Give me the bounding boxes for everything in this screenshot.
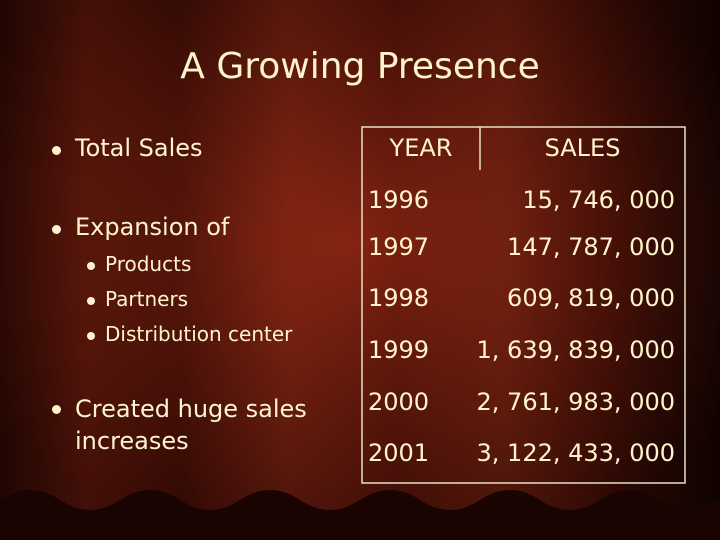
table-cell: 1999 (368, 336, 430, 364)
bullet-text: Created huge sales increases (75, 395, 307, 455)
table-cell: 2, 761, 983, 000 (476, 388, 675, 416)
sub-bullet-dot (87, 297, 95, 305)
bullet-dot (52, 225, 61, 234)
bullet-dot (52, 146, 61, 155)
table-cell: 147, 787, 000 (507, 233, 675, 261)
table-header: SALES (544, 134, 621, 162)
table-cell: 15, 746, 000 (522, 186, 675, 214)
table-cell: 609, 819, 000 (507, 284, 675, 312)
sub-bullet-text: Products (105, 252, 192, 276)
sub-bullet-text: Distribution center (105, 322, 293, 346)
sub-bullet-dot (87, 332, 95, 340)
bullet-dot (52, 405, 61, 414)
table-cell: 1997 (368, 233, 430, 261)
table-cell: 1, 639, 839, 000 (476, 336, 675, 364)
bullet-text: Total Sales (75, 134, 203, 162)
table-cell: 1996 (368, 186, 430, 214)
bullet-text: Expansion of (75, 213, 230, 241)
table-cell: 1998 (368, 284, 430, 312)
table-cell: 2001 (368, 439, 430, 467)
table-cell: 2000 (368, 388, 430, 416)
sub-bullet-dot (87, 262, 95, 270)
title: A Growing Presence (180, 46, 540, 87)
sub-bullet-text: Partners (105, 287, 189, 311)
table-header: YEAR (389, 134, 453, 162)
table-cell: 3, 122, 433, 000 (476, 439, 675, 467)
